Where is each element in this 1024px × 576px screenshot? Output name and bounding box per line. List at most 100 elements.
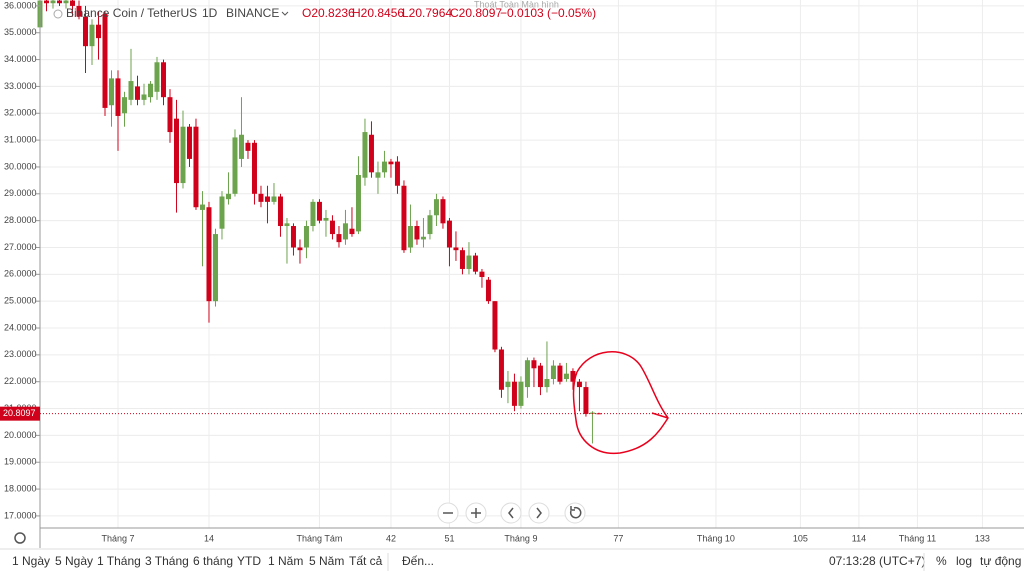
interval: 1D — [202, 6, 218, 20]
candle-body — [381, 161, 387, 173]
candle-body — [316, 201, 322, 221]
scale-option[interactable]: % — [936, 554, 947, 568]
candle-body — [297, 247, 303, 251]
goto-button[interactable]: Đến... — [402, 554, 434, 568]
high-value: H20.8456 — [352, 6, 404, 20]
y-tick-label: 34.0000 — [4, 54, 37, 64]
candle-body — [258, 193, 264, 202]
candle-body — [401, 185, 407, 251]
candle-body — [193, 126, 199, 208]
range-button[interactable]: 5 Ngày — [55, 554, 93, 568]
candle-body — [134, 86, 140, 100]
x-tick-label: Tháng Tám — [297, 533, 343, 543]
candle-body — [518, 381, 524, 406]
candle-body — [342, 223, 348, 240]
candle-body — [420, 236, 426, 240]
candle-body — [206, 207, 212, 302]
candle-body — [251, 142, 257, 194]
exchange: BINANCE — [226, 6, 279, 20]
close-value: C20.8097 — [450, 6, 502, 20]
candle-body — [212, 234, 218, 302]
scale-option[interactable]: log — [956, 554, 972, 568]
y-tick-label: 28.0000 — [4, 215, 37, 225]
y-tick-label: 19.0000 — [4, 457, 37, 467]
x-tick-label: Tháng 11 — [899, 533, 936, 543]
candle-body — [349, 228, 355, 235]
candle-body — [186, 126, 192, 159]
x-tick-label: 133 — [975, 533, 990, 543]
candle-body — [63, 0, 69, 4]
candle-body — [368, 134, 374, 173]
candle-body — [362, 132, 368, 178]
y-tick-label: 30.0000 — [4, 161, 37, 171]
candle-body — [264, 196, 270, 202]
candle-body — [550, 365, 556, 380]
range-button[interactable]: 1 Năm — [268, 554, 303, 568]
range-button[interactable]: YTD — [237, 554, 261, 568]
range-button[interactable]: 3 Tháng — [145, 554, 189, 568]
candle-body — [557, 365, 563, 382]
candle-body — [407, 226, 413, 248]
candle-body — [453, 247, 459, 251]
candle-body — [115, 78, 121, 116]
candle-body — [271, 196, 277, 202]
price-label-box — [0, 406, 40, 421]
candle-body — [446, 220, 452, 248]
scale-option[interactable]: tự động — [980, 554, 1021, 568]
y-tick-label: 25.0000 — [4, 296, 37, 306]
y-tick-label: 26.0000 — [4, 269, 37, 279]
navigation — [437, 502, 586, 524]
zoom-in-icon — [471, 508, 481, 518]
candle-body — [459, 250, 465, 269]
scroll-right-icon — [536, 507, 542, 519]
eye-icon[interactable] — [53, 9, 63, 19]
y-tick-label: 27.0000 — [4, 242, 37, 252]
toolbar: 1 Ngày 5 Ngày 1 Tháng 3 Tháng 6 tháng YTD 1 Nă… — [12, 553, 1021, 571]
candle-body — [154, 62, 160, 92]
scroll-right-button[interactable] — [528, 502, 550, 524]
candle-body — [128, 81, 134, 100]
settings-button[interactable] — [14, 532, 26, 544]
scroll-left-button[interactable] — [500, 502, 522, 524]
range-button[interactable]: 5 Năm — [309, 554, 344, 568]
candle-body — [82, 16, 88, 47]
candle-body — [102, 13, 108, 108]
fullscreen-exit[interactable]: Thoát Toàn Màn hình — [474, 0, 559, 9]
candle-body — [498, 349, 504, 390]
x-tick-label: Tháng 9 — [504, 533, 537, 543]
candle-body — [141, 94, 147, 100]
candle-body — [160, 62, 166, 98]
candle-body — [56, 0, 62, 4]
clock: 07:13:28 (UTC+7) — [829, 554, 925, 568]
range-button[interactable]: 1 Tháng — [97, 554, 141, 568]
dropdown-caret[interactable] — [281, 11, 289, 16]
grid — [40, 0, 1024, 528]
candle-body — [388, 161, 394, 165]
candle-body — [511, 381, 517, 406]
scroll-left-icon — [508, 507, 514, 519]
candle-body — [375, 172, 381, 178]
candle-body — [284, 223, 290, 227]
range-button[interactable]: 6 tháng — [193, 554, 233, 568]
candle-body — [472, 255, 478, 272]
range-button[interactable]: Tất cả — [349, 554, 383, 568]
candle-body — [583, 387, 589, 414]
candle-body — [225, 193, 231, 200]
candle-body — [479, 271, 485, 278]
y-tick-label: 23.0000 — [4, 349, 37, 359]
candle-body — [69, 0, 75, 6]
candle-body — [394, 161, 400, 186]
range-button[interactable]: 1 Ngày — [12, 554, 50, 568]
y-tick-label: 20.0000 — [4, 430, 37, 440]
reset-button[interactable] — [564, 502, 586, 524]
candle-body — [492, 301, 498, 350]
candle-body — [95, 24, 101, 39]
x-tick-label: 114 — [852, 533, 866, 543]
candle-body — [50, 0, 56, 4]
x-tick-label: 42 — [386, 533, 396, 543]
candle-body — [570, 370, 576, 382]
y-tick-label: 33.0000 — [4, 81, 37, 91]
x-tick-label: 105 — [793, 533, 808, 543]
candle-body — [485, 279, 491, 302]
